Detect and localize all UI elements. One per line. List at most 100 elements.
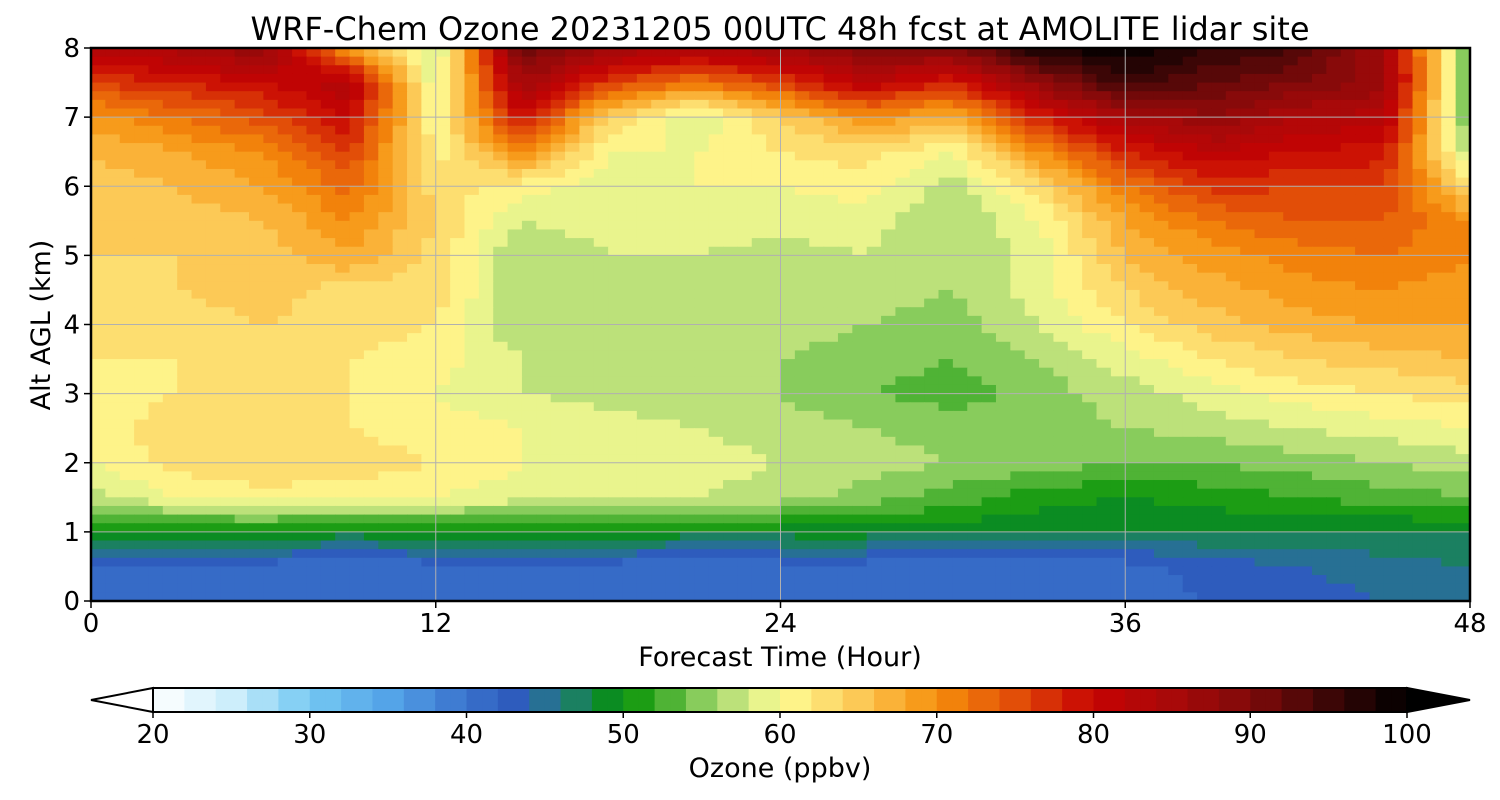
heatmap-cell bbox=[1398, 212, 1414, 222]
heatmap-cell bbox=[852, 462, 868, 472]
heatmap-cell bbox=[220, 445, 236, 455]
heatmap-cell bbox=[277, 65, 293, 75]
heatmap-cell bbox=[751, 238, 767, 248]
heatmap-cell bbox=[105, 402, 121, 412]
heatmap-cell bbox=[148, 160, 164, 170]
heatmap-cell bbox=[464, 186, 480, 196]
heatmap-cell bbox=[521, 229, 537, 239]
heatmap-cell bbox=[521, 488, 537, 498]
heatmap-cell bbox=[708, 307, 724, 317]
heatmap-cell bbox=[177, 376, 193, 386]
heatmap-cell bbox=[392, 384, 408, 395]
heatmap-cell bbox=[1168, 367, 1184, 377]
heatmap-cell bbox=[1455, 376, 1470, 386]
heatmap-cell bbox=[1311, 212, 1327, 222]
heatmap-cell bbox=[478, 168, 494, 179]
heatmap-cell bbox=[823, 298, 839, 308]
heatmap-cell bbox=[435, 384, 451, 395]
heatmap-cell bbox=[1441, 117, 1457, 127]
heatmap-cell bbox=[823, 203, 839, 213]
heatmap-cell bbox=[1426, 298, 1442, 308]
heatmap-cell bbox=[263, 229, 279, 239]
heatmap-cell bbox=[1024, 168, 1040, 179]
heatmap-cell bbox=[1340, 289, 1356, 300]
heatmap-cell bbox=[866, 203, 882, 213]
heatmap-cell bbox=[521, 402, 537, 412]
heatmap-cell bbox=[852, 315, 868, 326]
heatmap-cell bbox=[823, 264, 839, 274]
heatmap-cell bbox=[1455, 350, 1470, 360]
heatmap-cell bbox=[220, 186, 236, 196]
heatmap-cell bbox=[105, 73, 121, 84]
heatmap-cell bbox=[651, 419, 667, 429]
heatmap-cell bbox=[105, 255, 121, 265]
heatmap-cell bbox=[1082, 350, 1098, 360]
heatmap-cell bbox=[320, 272, 336, 282]
heatmap-cell bbox=[1398, 376, 1414, 386]
heatmap-cell bbox=[608, 91, 624, 101]
heatmap-cell bbox=[837, 177, 853, 187]
heatmap-cell bbox=[1182, 203, 1198, 213]
heatmap-cell bbox=[1441, 151, 1457, 161]
heatmap-cell bbox=[1139, 194, 1155, 205]
heatmap-cell bbox=[1096, 220, 1112, 231]
heatmap-cell bbox=[191, 229, 207, 239]
heatmap-cell bbox=[1426, 212, 1442, 222]
heatmap-cell bbox=[852, 246, 868, 256]
heatmap-cell bbox=[177, 186, 193, 196]
heatmap-cell bbox=[1441, 324, 1457, 334]
heatmap-cell bbox=[521, 160, 537, 170]
heatmap-cell bbox=[1441, 410, 1457, 421]
heatmap-cell bbox=[435, 307, 451, 317]
heatmap-cell bbox=[751, 134, 767, 144]
heatmap-cell bbox=[622, 289, 638, 300]
heatmap-cell bbox=[1412, 160, 1428, 170]
heatmap-cell bbox=[579, 91, 595, 101]
heatmap-cell bbox=[91, 307, 106, 317]
heatmap-cell bbox=[866, 428, 882, 438]
heatmap-cell bbox=[234, 220, 250, 231]
heatmap-cell bbox=[1240, 359, 1256, 369]
heatmap-cell bbox=[493, 255, 509, 265]
heatmap-cell bbox=[148, 428, 164, 438]
heatmap-cell bbox=[952, 117, 968, 127]
heatmap-cell bbox=[464, 177, 480, 187]
heatmap-cell bbox=[1240, 454, 1256, 464]
heatmap-cell bbox=[665, 410, 681, 421]
heatmap-cell bbox=[766, 359, 782, 369]
heatmap-cell bbox=[392, 272, 408, 282]
heatmap-cell bbox=[435, 108, 451, 118]
heatmap-cell bbox=[895, 410, 911, 421]
heatmap-cell bbox=[478, 65, 494, 75]
heatmap-cell bbox=[708, 143, 724, 153]
heatmap-cell bbox=[636, 367, 652, 377]
heatmap-cell bbox=[636, 229, 652, 239]
heatmap-cell bbox=[421, 238, 437, 248]
heatmap-cell bbox=[837, 462, 853, 472]
heatmap-cell bbox=[967, 177, 983, 187]
heatmap-cell bbox=[1053, 376, 1069, 386]
heatmap-cell bbox=[1211, 91, 1227, 101]
heatmap-cell bbox=[1240, 186, 1256, 196]
heatmap-cell bbox=[392, 220, 408, 231]
heatmap-cell bbox=[636, 56, 652, 66]
heatmap-cell bbox=[995, 333, 1011, 343]
heatmap-cell bbox=[550, 272, 566, 282]
heatmap-cell bbox=[708, 272, 724, 282]
heatmap-cell bbox=[550, 315, 566, 326]
heatmap-cell bbox=[1441, 56, 1457, 66]
heatmap-cell bbox=[277, 203, 293, 213]
heatmap-cell bbox=[1254, 333, 1270, 343]
heatmap-cell bbox=[1168, 341, 1184, 352]
heatmap-cell bbox=[1010, 436, 1026, 447]
heatmap-cell bbox=[91, 298, 106, 308]
heatmap-cell bbox=[1053, 410, 1069, 421]
heatmap-cell bbox=[1455, 480, 1470, 490]
heatmap-cell bbox=[579, 341, 595, 352]
heatmap-cell bbox=[593, 264, 609, 274]
heatmap-cell bbox=[751, 168, 767, 179]
heatmap-cell bbox=[162, 238, 178, 248]
heatmap-cell bbox=[335, 333, 351, 343]
heatmap-cell bbox=[134, 255, 150, 265]
heatmap-cell bbox=[435, 229, 451, 239]
